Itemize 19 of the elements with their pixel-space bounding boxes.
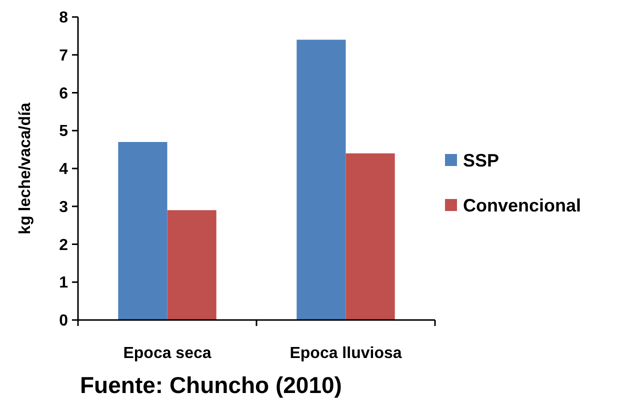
legend-label: SSP <box>463 150 500 170</box>
bar <box>167 210 216 320</box>
bar <box>346 153 395 320</box>
y-tick-label: 7 <box>59 47 68 64</box>
y-axis-title: kg leche/vaca/día <box>17 102 34 234</box>
y-tick-label: 6 <box>59 85 68 102</box>
y-tick-label: 0 <box>59 312 68 330</box>
x-tick-label: Epoca lluviosa <box>290 345 402 362</box>
y-tick-label: 1 <box>59 274 68 292</box>
y-tick-label: 4 <box>59 161 68 178</box>
bar <box>118 142 168 320</box>
y-tick-label: 2 <box>59 236 68 254</box>
x-tick-label: Epoca seca <box>123 345 212 362</box>
y-tick-label: 5 <box>59 123 68 140</box>
y-tick-label: 8 <box>59 10 68 27</box>
legend-label: Convencional <box>463 195 582 216</box>
source-note: Fuente: Chuncho (2010) <box>80 372 342 398</box>
bar <box>296 40 346 320</box>
y-tick-label: 3 <box>59 198 68 216</box>
